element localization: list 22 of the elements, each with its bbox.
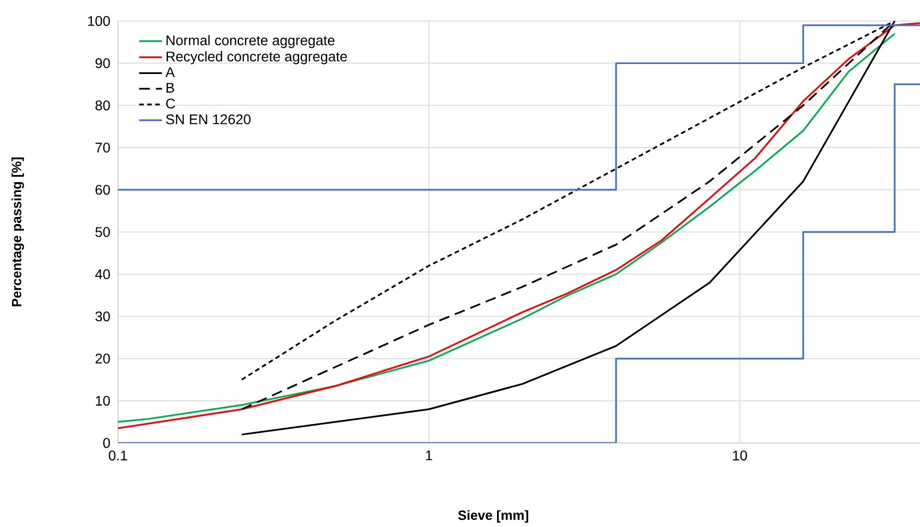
- x-tick-label: 1: [426, 450, 432, 460]
- y-tick-label: 40: [95, 269, 110, 280]
- y-tick-label: 60: [96, 184, 110, 195]
- y-tick-label: 80: [95, 100, 110, 110]
- x-tick-label: 10: [733, 450, 747, 460]
- x-axis-title: Sieve [mm]: [458, 510, 528, 523]
- y-tick-label: 10: [96, 396, 110, 406]
- y-axis-title: Percentage passing [%]: [12, 158, 24, 306]
- x-tick-label: 0.1: [108, 450, 128, 460]
- y-tick-label: 30: [95, 311, 110, 322]
- y-tick-label: 0: [103, 438, 110, 448]
- legend-label: C: [166, 98, 176, 109]
- legend-label: B: [166, 82, 174, 93]
- y-tick-label: 50: [95, 227, 110, 237]
- legend-label: Normal concrete aggregate: [166, 35, 334, 48]
- y-tick-label: 20: [96, 354, 110, 364]
- y-tick-label: 90: [96, 58, 110, 68]
- legend-label: SN EN 12620: [166, 114, 251, 124]
- y-tick-label: 100: [88, 16, 110, 26]
- legend-label: A: [165, 67, 175, 77]
- legend-label: Recycled concrete aggregate: [166, 51, 347, 64]
- y-tick-label: 70: [96, 142, 110, 153]
